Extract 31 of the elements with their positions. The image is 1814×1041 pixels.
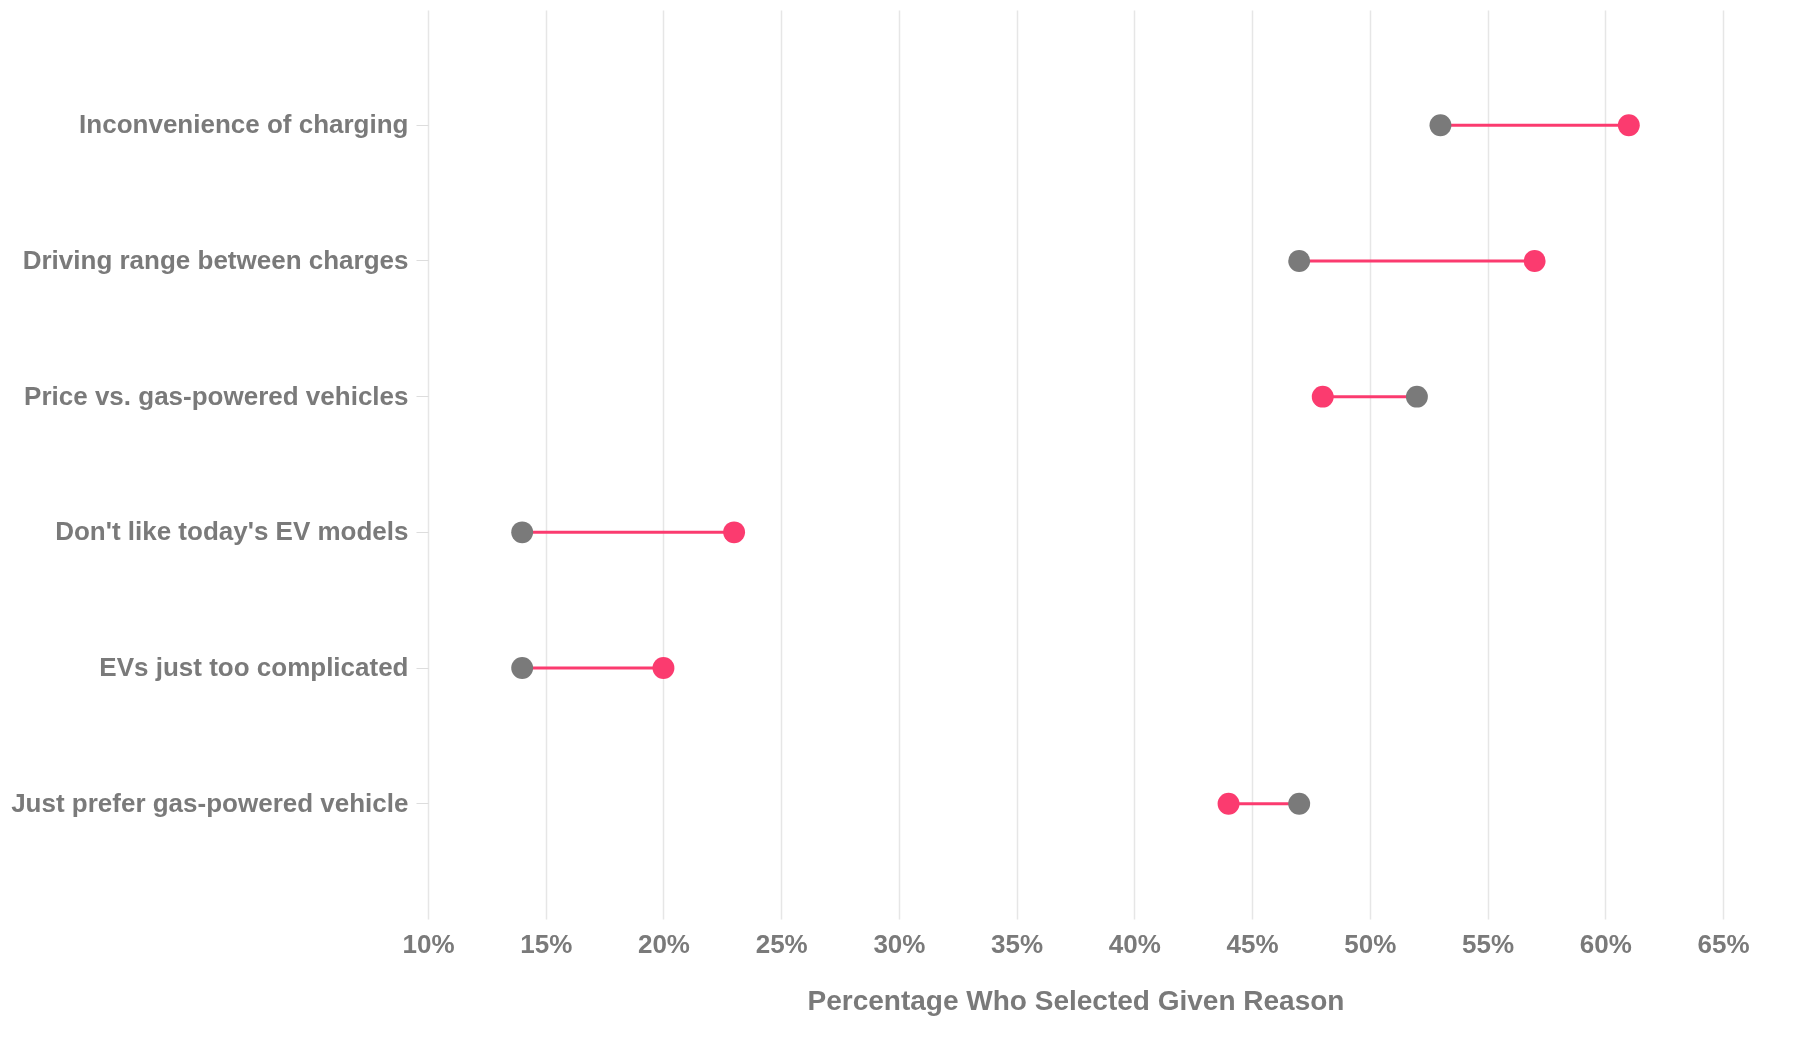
x-tick-label: 25% (755, 928, 808, 959)
x-tick-label: 45% (1226, 928, 1279, 959)
x-tick-label: 20% (637, 928, 690, 959)
point (511, 521, 534, 544)
y-tick-label: Driving range between charges (22, 244, 409, 275)
y-tick-label: Price vs. gas-powered vehicles (24, 380, 409, 411)
y-tick-label: Don't like today's EV models (55, 516, 409, 547)
point (1405, 385, 1428, 408)
x-axis-title: Percentage Who Selected Given Reason (807, 984, 1345, 1016)
y-tick-label: Inconvenience of charging (79, 109, 409, 140)
point (1523, 250, 1546, 272)
y-tick-label: EVs just too complicated (99, 652, 409, 683)
point (511, 657, 534, 679)
x-tick-label: 65% (1697, 928, 1750, 959)
point (1311, 385, 1334, 408)
point (1288, 250, 1311, 272)
x-tick-label: 10% (402, 928, 455, 959)
x-tick-label: 40% (1108, 928, 1161, 959)
point (1217, 792, 1240, 815)
point (1429, 114, 1452, 137)
x-tick-label: 60% (1579, 928, 1632, 959)
x-tick-label: 50% (1344, 928, 1397, 959)
x-tick-label: 15% (520, 928, 573, 959)
x-tick-label: 30% (873, 928, 926, 959)
y-tick-label: Just prefer gas-powered vehicle (11, 787, 409, 818)
point (723, 521, 746, 544)
x-tick-label: 35% (991, 928, 1044, 959)
point (1617, 114, 1640, 137)
point (1288, 792, 1311, 815)
x-tick-label: 55% (1462, 928, 1515, 959)
point (652, 657, 675, 679)
